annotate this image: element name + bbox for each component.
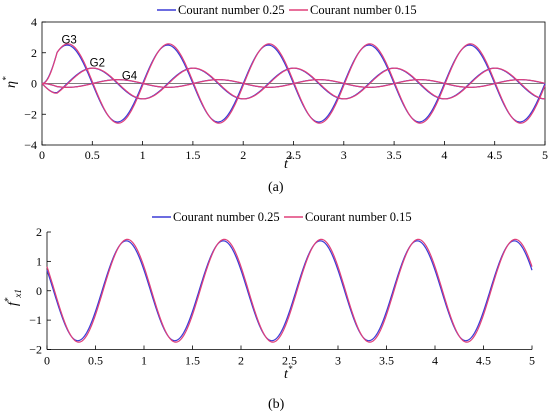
- legend-a-label-1: Courant number 0.15: [310, 3, 417, 17]
- a-xtick-label: 0.5: [85, 148, 100, 162]
- b-xtick-label: 4: [432, 354, 438, 368]
- a-series-line-G2-4: [41, 67, 546, 100]
- a-series-line-G3-3: [41, 43, 546, 124]
- a-xtick-label: 3: [341, 148, 347, 162]
- chart-a-legend: Courant number 0.25 Courant number 0.15: [157, 3, 417, 17]
- a-xtick-label: 2.5: [286, 148, 301, 162]
- b-xtick-label: 3.5: [379, 354, 394, 368]
- a-xtick-label: 4: [441, 148, 447, 162]
- chart-a-x-ticks: 0 0.5 1 1.5 2 2.5 3 3.5 4 4.5 5: [39, 141, 548, 162]
- legend-b-label-0: Courant number 0.25: [173, 210, 280, 224]
- chart-b-series: [46, 238, 533, 343]
- chart-a-series: [41, 43, 546, 124]
- b-ytick-label: 2: [36, 225, 42, 239]
- chart-a-annotations: G3 G2 G4: [61, 35, 137, 83]
- b-xtick-label: 1: [141, 354, 147, 368]
- chart-b-x-ticks: 0 0.5 1 1.5 2 2.5 3 3.5 4 4.5 5: [44, 345, 535, 368]
- a-xtick-label: 1.5: [185, 148, 200, 162]
- a-xtick-label: 0: [39, 148, 45, 162]
- a-ytick-label: −4: [24, 138, 37, 152]
- b-ytick-label: 0: [36, 284, 42, 298]
- b-xtick-label: 5: [529, 354, 535, 368]
- a-xtick-label: 2: [240, 148, 246, 162]
- chart-b-legend: Courant number 0.25 Courant number 0.15: [152, 210, 412, 224]
- a-series-line-G4-5: [42, 79, 546, 88]
- b-xtick-label: 1.5: [185, 354, 200, 368]
- b-xtick-label: 0: [44, 354, 50, 368]
- chart-a-ylabel: η*: [1, 76, 19, 88]
- chart-b-ylabel: f*x1: [3, 289, 23, 306]
- b-xtick-label: 2.5: [282, 354, 297, 368]
- a-annotation-G3: G3: [61, 35, 76, 47]
- a-annotation-G2: G2: [90, 58, 105, 70]
- legend-a-label-0: Courant number 0.25: [178, 3, 285, 17]
- b-ytick-label: −1: [29, 313, 42, 327]
- chart-a-xlabel: t*: [284, 154, 293, 172]
- a-xtick-label: 4.5: [487, 148, 502, 162]
- legend-b-label-1: Courant number 0.15: [305, 210, 412, 224]
- a-xtick-label: 1: [140, 148, 146, 162]
- b-xtick-label: 4.5: [476, 354, 491, 368]
- chart-b-caption: (b): [268, 397, 285, 412]
- a-ytick-label: −2: [24, 107, 37, 121]
- b-xtick-label: 2: [238, 354, 244, 368]
- b-series-line-1: [46, 238, 533, 343]
- a-xtick-label: 3.5: [387, 148, 402, 162]
- a-annotation-G4: G4: [122, 71, 138, 83]
- chart-a: 4 2 0 −2 −4 0 0.5 1 1.5 2 2.5 3 3.5 4 4.5 5 G3 G2 G4 Cou…: [1, 3, 548, 195]
- b-xtick-label: 0.5: [88, 354, 103, 368]
- chart-b: 2 1 0 −1 −2 0 0.5 1 1.5 2 2.5 3 3.5 4 4.5 5 Courant nu…: [3, 210, 535, 412]
- b-ytick-label: −2: [29, 343, 42, 357]
- b-ytick-label: 1: [36, 254, 42, 268]
- chart-b-y-ticks: 2 1 0 −1 −2: [29, 225, 51, 357]
- chart-b-xlabel: t*: [284, 364, 293, 382]
- a-ytick-label: 2: [31, 46, 37, 60]
- a-xtick-label: 5: [542, 148, 548, 162]
- b-series-line-0: [46, 240, 533, 342]
- a-ytick-label: 4: [31, 15, 37, 29]
- a-ytick-label: 0: [31, 77, 37, 91]
- b-xtick-label: 3: [335, 354, 341, 368]
- chart-a-caption: (a): [268, 180, 284, 195]
